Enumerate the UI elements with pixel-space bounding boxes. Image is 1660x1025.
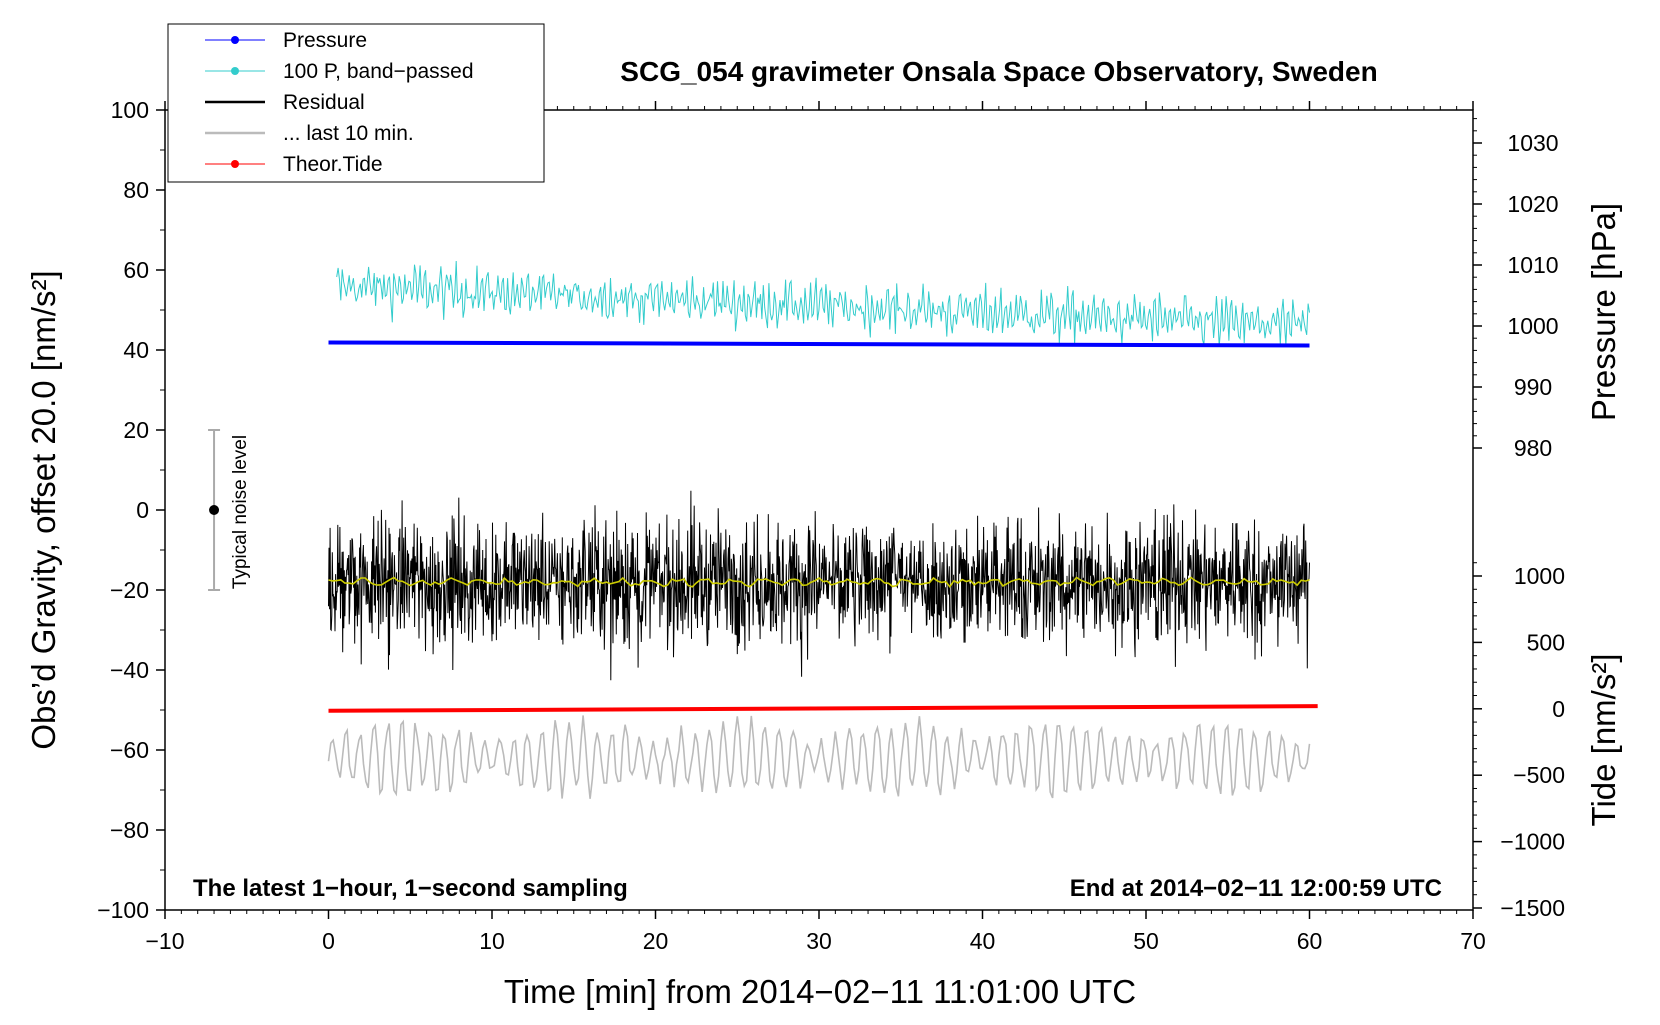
legend-label-2: Residual	[283, 91, 365, 114]
legend-label-0: Pressure	[283, 29, 367, 52]
y-left-axis-title: Obs’d Gravity, offset 20.0 [nm/s²]	[25, 270, 62, 749]
noise-label: Typical noise level	[230, 435, 251, 589]
legend-label-3: ... last 10 min.	[283, 122, 414, 145]
x-tick-label: 30	[806, 928, 832, 954]
x-tick-label: 50	[1133, 928, 1159, 954]
x-tick-label: 70	[1460, 928, 1486, 954]
x-tick-label: 20	[643, 928, 669, 954]
series-last-10-min	[327, 715, 1311, 799]
x-tick-label: −10	[145, 928, 184, 954]
noise-bar-center-dot	[209, 505, 220, 515]
data-layer	[208, 260, 1318, 799]
series-residual	[328, 490, 1310, 681]
y-left-tick-label: 0	[136, 497, 149, 523]
series-pressure	[328, 340, 1310, 348]
y-pressure-axis-title: Pressure [hPa]	[1585, 203, 1622, 421]
legend: Pressure 100 P, band−passed Residual ... la…	[167, 23, 545, 183]
y-pressure-tick-label: 1010	[1507, 252, 1558, 278]
y-left-tick-label: 40	[123, 337, 149, 363]
legend-marker-0	[231, 36, 239, 44]
y-left-tick-label: 20	[123, 417, 149, 443]
series-theor-tide	[328, 704, 1318, 713]
y-tide-axis-title: Tide [nm/s²]	[1585, 654, 1622, 827]
y-pressure-tick-label: 990	[1514, 374, 1552, 400]
x-axis-title: Time [min] from 2014−02−11 11:01:00 UTC	[504, 973, 1136, 1010]
y-left-tick-label: 60	[123, 257, 149, 283]
y-pressure-tick-label: 980	[1514, 435, 1552, 461]
y-tide-tick-label: 1000	[1514, 563, 1565, 589]
series-residual-smoothed	[328, 576, 1310, 589]
x-tick-label: 10	[479, 928, 505, 954]
y-pressure-tick-label: 1030	[1507, 130, 1558, 156]
y-pressure-tick-label: 1020	[1507, 191, 1558, 217]
y-left-tick-label: 80	[123, 177, 149, 203]
y-tide-tick-label: −500	[1513, 762, 1565, 788]
x-tick-label: 60	[1297, 928, 1323, 954]
legend-marker-1	[231, 67, 239, 75]
x-tick-label: 0	[322, 928, 335, 954]
y-tide-tick-label: 500	[1527, 629, 1565, 655]
legend-marker-4	[231, 160, 239, 168]
series-bandpassed-pressure	[336, 260, 1310, 347]
note-left: The latest 1−hour, 1−second sampling	[193, 875, 628, 902]
x-tick-label: 40	[970, 928, 996, 954]
y-left-tick-label: −20	[110, 577, 149, 603]
y-left-tick-label: −100	[97, 897, 149, 923]
ticks-layer	[156, 101, 1482, 919]
y-tide-tick-label: −1500	[1500, 895, 1565, 921]
labels-layer: −10 0 10 20 30 40 50 60 70100806040200−20−40−60−…	[97, 97, 1565, 954]
y-tide-tick-label: 0	[1552, 696, 1565, 722]
legend-label-4: Theor.Tide	[283, 153, 383, 176]
note-right: End at 2014−02−11 12:00:59 UTC	[1070, 875, 1442, 902]
chart-title: SCG_054 gravimeter Onsala Space Observat…	[620, 56, 1377, 87]
y-left-tick-label: −40	[110, 657, 149, 683]
y-tide-tick-label: −1000	[1500, 829, 1565, 855]
y-left-tick-label: −80	[110, 817, 149, 843]
y-left-tick-label: −60	[110, 737, 149, 763]
legend-label-1: 100 P, band−passed	[283, 60, 474, 83]
y-pressure-tick-label: 1000	[1507, 313, 1558, 339]
y-left-tick-label: 100	[111, 97, 149, 123]
